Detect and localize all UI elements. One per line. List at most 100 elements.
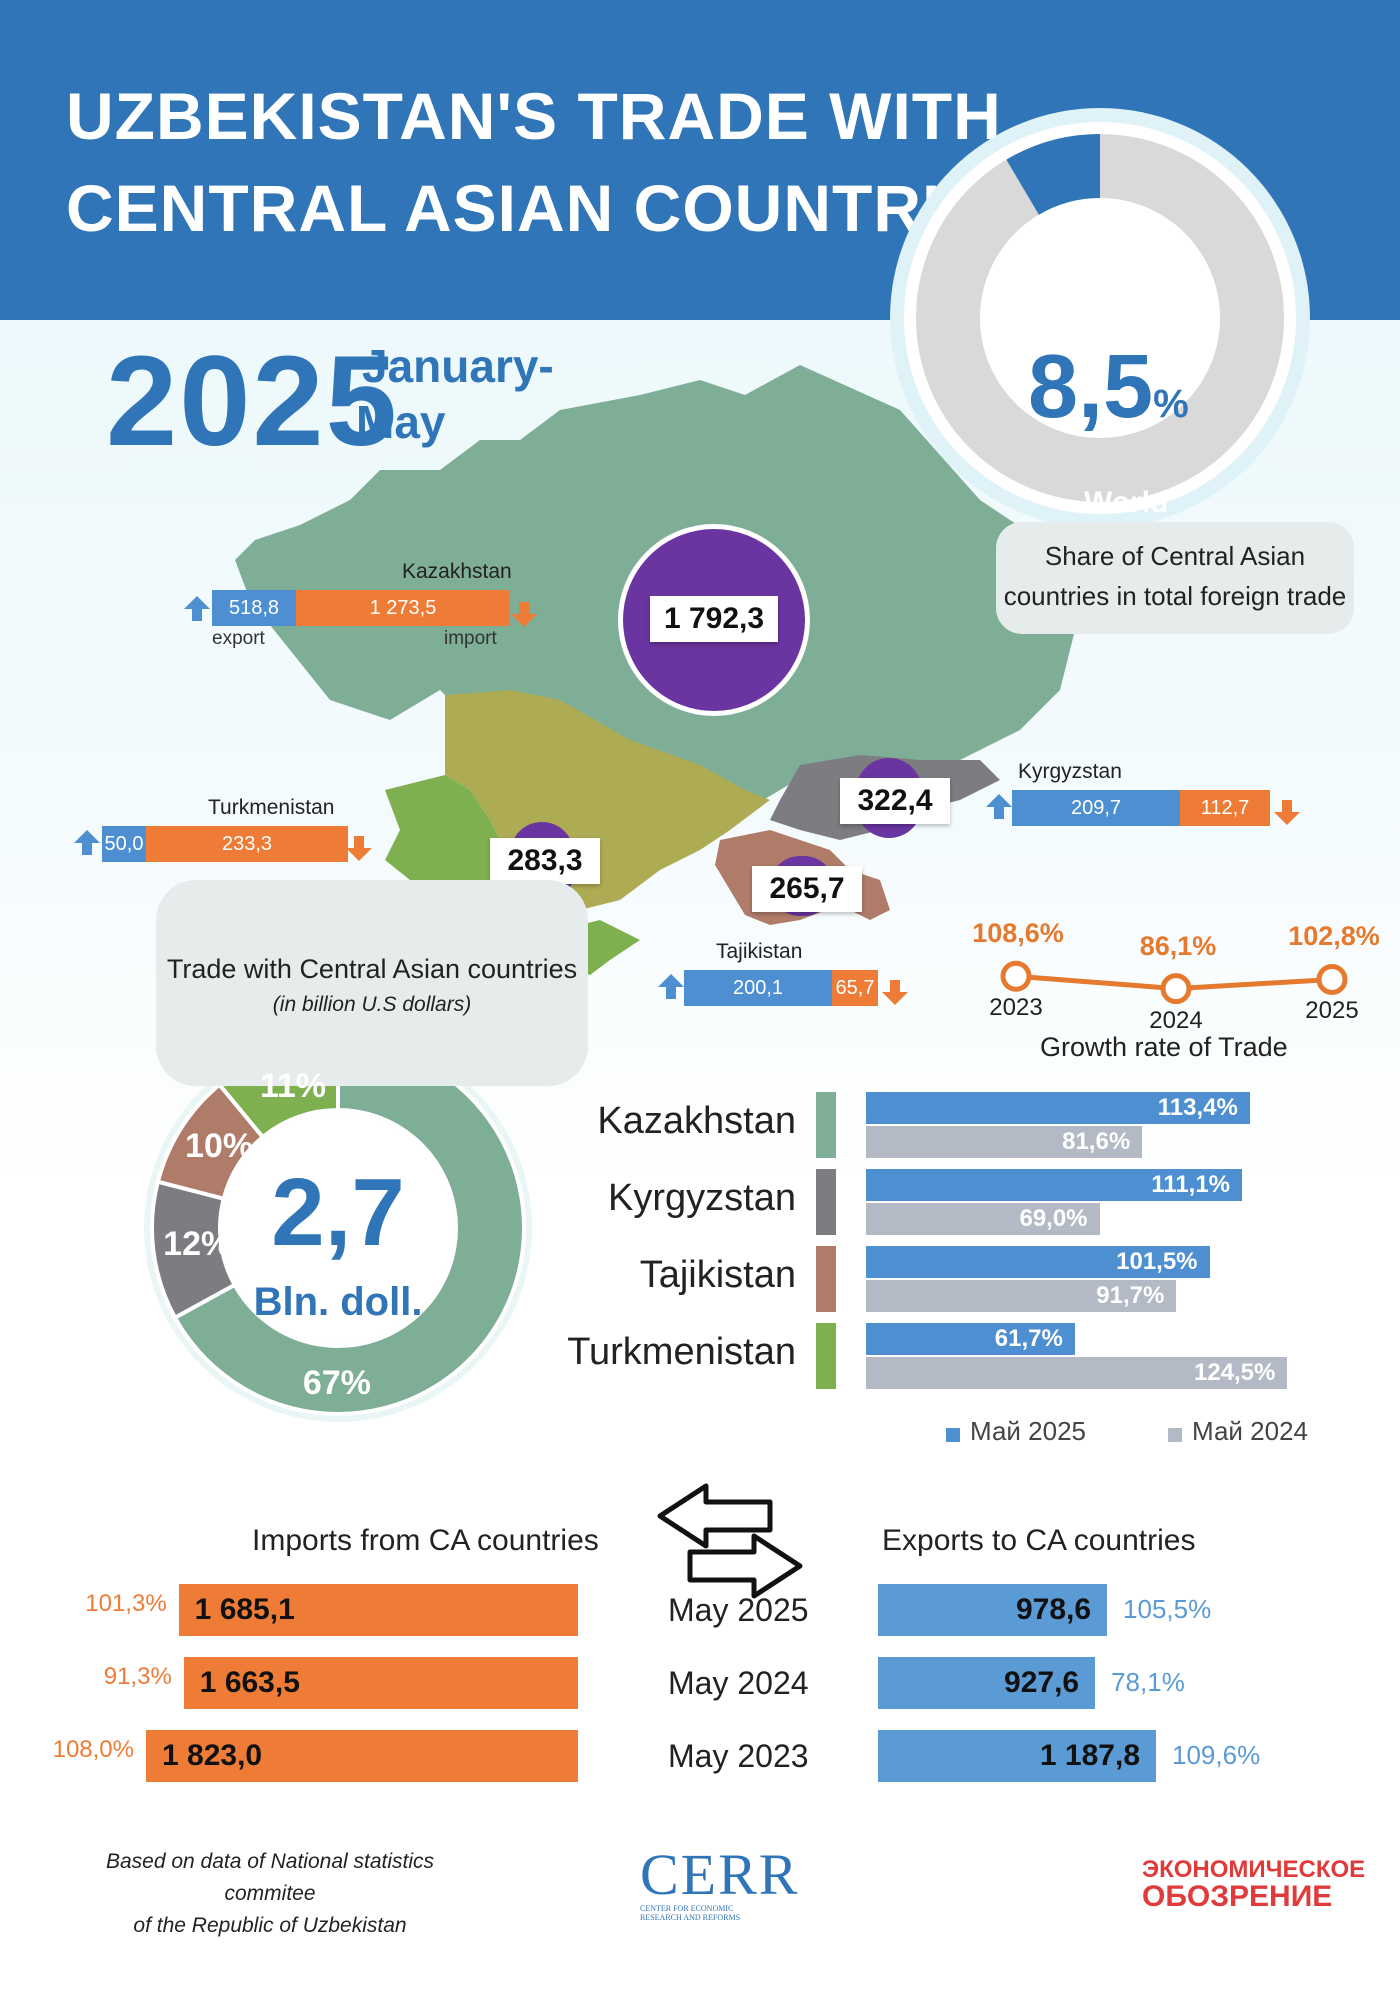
bar-country-tajikistan: Tajikistan xyxy=(639,1254,796,1296)
donut-center-unit: Bln. doll. xyxy=(253,1280,423,1324)
import-pct-2: 108,0% xyxy=(52,1736,134,1763)
cerr-logo-sub2: RESEARCH AND REFORMS xyxy=(640,1913,741,1922)
share-caption-line2: countries in total foreign trade xyxy=(1003,581,1347,611)
eo-logo-line1: ЭКОНОМИЧЕСКОЕ xyxy=(1142,1856,1366,1883)
share-number: 8,5 xyxy=(1028,337,1154,437)
donut-label-3: 11% xyxy=(259,1066,327,1105)
kyrgyzstan-export-arrow-icon xyxy=(986,794,1012,807)
tajikistan-label: Tajikistan xyxy=(716,940,803,963)
import-pct-1: 91,3% xyxy=(103,1663,172,1690)
source-line2: of the Republic of Uzbekistan xyxy=(133,1914,407,1937)
share-unit: % xyxy=(1153,382,1189,426)
legend-swatch-2024 xyxy=(1168,1428,1182,1442)
tajikistan-export-arrow-icon xyxy=(658,974,684,987)
bar-turkmenistan-1: 124,5% xyxy=(866,1357,1288,1389)
import-bar-2: 1 823,0 xyxy=(146,1730,578,1782)
kazakhstan-export-label: export xyxy=(212,628,265,649)
eo-logo-line2: ОБОЗРЕНИЕ xyxy=(1142,1880,1333,1913)
trade-caption-line1: Trade with Central Asian countries xyxy=(166,954,578,984)
share-caption-line1: Share of Central Asian xyxy=(1044,541,1306,571)
source-note: Based on data of National statistics com… xyxy=(80,1846,460,1942)
export-pct-0: 105,5% xyxy=(1123,1594,1212,1624)
kyrgyzstan-flow: 209,7 112,7 xyxy=(1012,790,1270,826)
period-line1: January- xyxy=(362,340,554,392)
share-ca-label: CA xyxy=(1030,218,1074,251)
kyrgyzstan-import: 112,7 xyxy=(1180,790,1270,826)
donut-label-2: 10% xyxy=(185,1126,254,1165)
growth-year-2025: 2025 xyxy=(1305,997,1359,1025)
trade-caption-line2: (in billion U.S dollars) xyxy=(272,993,472,1016)
export-bar-2: 1 187,8 xyxy=(878,1730,1156,1782)
cerr-logo-text: CERR xyxy=(640,1842,800,1907)
import-bar-0: 1 685,1 xyxy=(178,1584,578,1636)
bar-country-turkmenistan: Turkmenistan xyxy=(567,1331,796,1373)
growth-point-2025 xyxy=(1316,963,1348,995)
tajikistan-total: 265,7 xyxy=(752,866,862,912)
turkmenistan-total: 283,3 xyxy=(490,838,600,884)
donut-label-1: 12% xyxy=(163,1224,232,1263)
bar-kyrgyzstan-1: 69,0% xyxy=(866,1203,1100,1235)
source-line1: Based on data of National statistics com… xyxy=(105,1850,435,1905)
tajikistan-import-arrow-icon xyxy=(890,980,900,992)
import-pct-0: 101,3% xyxy=(85,1590,167,1617)
kazakhstan-import: 1 273,5 xyxy=(296,590,510,626)
eo-logo: ЭКОНОМИЧЕСКОЕ ОБОЗРЕНИЕ xyxy=(1142,1858,1365,1912)
share-world-label: World xyxy=(1084,486,1169,519)
tajikistan-export: 200,1 xyxy=(684,970,832,1006)
bar-country-kyrgyzstan: Kyrgyzstan xyxy=(608,1177,796,1219)
share-donut xyxy=(890,108,1310,528)
turkmenistan-label: Turkmenistan xyxy=(208,796,335,819)
growth-title: Growth rate of Trade xyxy=(1040,1032,1288,1062)
export-pct-2: 109,6% xyxy=(1172,1740,1261,1770)
growth-value-2025: 102,8% xyxy=(1288,921,1380,952)
share-value: 8,5% xyxy=(1028,336,1189,439)
export-pct-1: 78,1% xyxy=(1111,1667,1185,1697)
kazakhstan-label: Kazakhstan xyxy=(402,560,512,583)
growth-point-2023 xyxy=(1000,960,1032,992)
kyrgyzstan-import-arrow-icon xyxy=(1282,800,1292,812)
donut-segment-0 xyxy=(172,1039,526,1416)
bar-tajikistan-0: 101,5% xyxy=(866,1246,1210,1278)
bar-swatch-kyrgyzstan xyxy=(816,1169,836,1235)
kyrgyzstan-export: 209,7 xyxy=(1012,790,1180,826)
bar-kazakhstan-0: 113,4% xyxy=(866,1092,1250,1124)
growth-year-2023: 2023 xyxy=(989,994,1043,1022)
period: January- May xyxy=(356,338,554,450)
bar-kyrgyzstan-0: 111,1% xyxy=(866,1169,1243,1201)
bar-swatch-kazakhstan xyxy=(816,1092,836,1158)
period-label-2: May 2023 xyxy=(668,1738,809,1774)
trade-caption: Trade with Central Asian countries (in b… xyxy=(156,880,588,1086)
bar-tajikistan-1: 91,7% xyxy=(866,1280,1177,1312)
tajikistan-flow: 200,1 65,7 xyxy=(684,970,878,1006)
bar-country-kazakhstan: Kazakhstan xyxy=(597,1100,796,1142)
donut-label-0: 67% xyxy=(302,1363,371,1402)
kazakhstan-flow: 518,8 1 273,5 xyxy=(212,590,512,626)
growth-value-2024: 86,1% xyxy=(1139,930,1217,961)
export-bar-1: 927,6 xyxy=(878,1657,1096,1709)
turkmenistan-import-arrow-icon xyxy=(354,836,364,848)
kazakhstan-import-label: import xyxy=(444,628,497,649)
export-bar-0: 978,6 xyxy=(878,1584,1108,1636)
legend-label-2024: Май 2024 xyxy=(1192,1416,1308,1446)
kazakhstan-export: 518,8 xyxy=(212,590,296,626)
growth-value-2023: 108,6% xyxy=(972,918,1064,949)
turkmenistan-export: 50,0 xyxy=(102,826,146,862)
legend-swatch-2025 xyxy=(946,1428,960,1442)
kazakhstan-total: 1 792,3 xyxy=(650,596,778,642)
tajikistan-import: 65,7 xyxy=(832,970,878,1006)
exchange-arrows-icon xyxy=(657,1483,803,1599)
year: 2025 xyxy=(106,330,399,473)
cerr-logo: CERR CENTER FOR ECONOMIC RESEARCH AND RE… xyxy=(640,1842,800,1923)
kazakhstan-export-arrow-icon xyxy=(184,596,210,609)
exports-title: Exports to CA countries xyxy=(882,1524,1196,1557)
imports-title: Imports from CA countries xyxy=(252,1524,599,1557)
import-bar-1: 1 663,5 xyxy=(183,1657,578,1709)
donut-center-value: 2,7 xyxy=(271,1159,405,1266)
kazakhstan-import-arrow-icon xyxy=(519,602,529,614)
period-label-1: May 2024 xyxy=(668,1665,809,1701)
page-title: UZBEKISTAN'S TRADE WITH CENTRAL ASIAN CO… xyxy=(66,79,1032,245)
share-caption: Share of Central Asian countries in tota… xyxy=(996,522,1354,634)
growth-year-2024: 2024 xyxy=(1149,1006,1203,1034)
legend-label-2025: Май 2025 xyxy=(970,1416,1086,1446)
kyrgyzstan-label: Kyrgyzstan xyxy=(1018,760,1122,783)
